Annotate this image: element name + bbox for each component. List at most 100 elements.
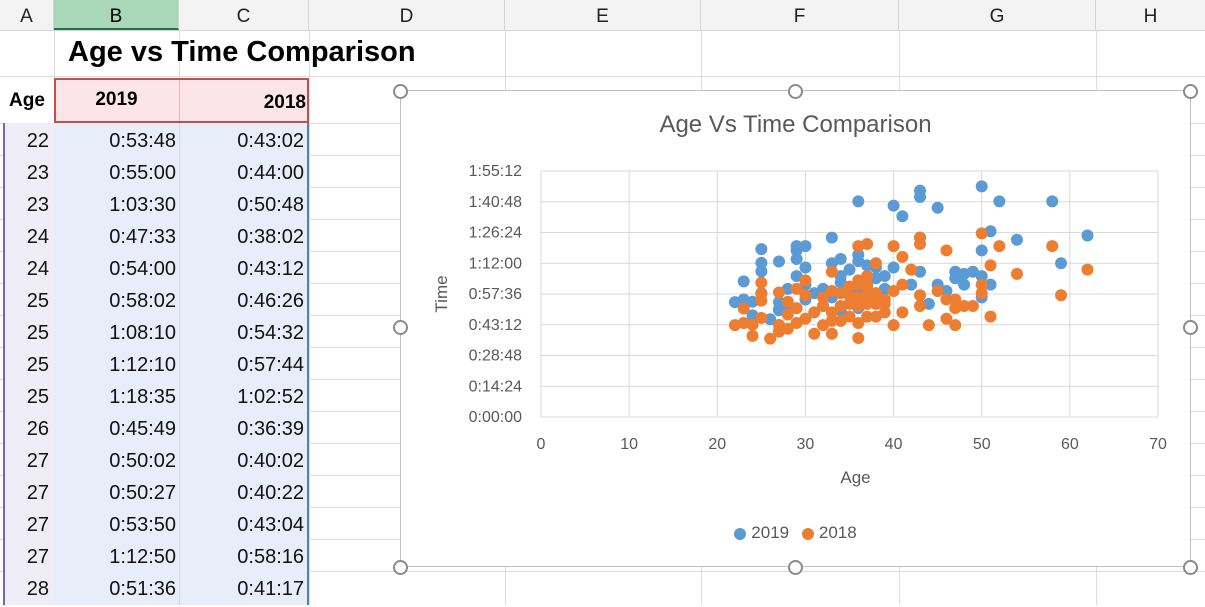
data-point-2019 (799, 261, 812, 274)
resize-handle-top-right[interactable] (1183, 84, 1198, 99)
age-cell[interactable]: 23 (26, 194, 49, 216)
x-tick-label: 60 (1061, 436, 1079, 453)
time-2019-cell[interactable]: 0:58:02 (109, 290, 176, 312)
data-point-2018 (984, 259, 997, 272)
header-2018[interactable]: 2018 (263, 92, 306, 113)
data-point-2019 (772, 255, 785, 268)
age-cell[interactable]: 27 (26, 546, 49, 568)
time-2018-cell[interactable]: 0:57:44 (237, 354, 304, 376)
resize-handle-top[interactable] (788, 84, 803, 99)
column-header-f[interactable]: F (701, 0, 899, 30)
data-point-2019 (843, 263, 856, 276)
resize-handle-bottom[interactable] (788, 560, 803, 575)
resize-handle-top-left[interactable] (393, 84, 408, 99)
data-point-2018 (808, 306, 821, 319)
legend-label-2018: 2018 (818, 523, 857, 542)
data-point-2018 (940, 293, 953, 306)
y-tick-label: 0:00:00 (469, 409, 522, 426)
age-cell[interactable]: 25 (26, 290, 49, 312)
time-2019-cell[interactable]: 1:08:10 (109, 322, 176, 344)
time-2019-cell[interactable]: 0:53:48 (109, 130, 176, 152)
scatter-chart[interactable]: Age Vs Time Comparison 0 10 20 30 40 50 60 70 0:… (400, 90, 1191, 567)
column-header-a[interactable]: A (0, 0, 54, 30)
data-point-2019 (764, 313, 777, 326)
time-2018-cell[interactable]: 0:46:26 (237, 290, 304, 312)
y-tick-label: 0:14:24 (469, 378, 522, 395)
age-cell[interactable]: 24 (26, 258, 49, 280)
time-2019-cell[interactable]: 0:53:50 (109, 514, 176, 536)
column-header-c[interactable]: C (179, 0, 309, 30)
time-2018-cell[interactable]: 0:38:02 (237, 226, 304, 248)
age-cell[interactable]: 25 (26, 322, 49, 344)
column-header-b[interactable]: B (54, 0, 179, 30)
sheet-title: Age vs Time Comparison (68, 36, 416, 68)
time-2018-cell[interactable]: 0:58:16 (237, 546, 304, 568)
age-cell[interactable]: 26 (26, 418, 49, 440)
age-cell[interactable]: 27 (26, 450, 49, 472)
data-point-2019 (975, 270, 988, 283)
column-header-e[interactable]: E (505, 0, 701, 30)
data-point-2018 (984, 310, 997, 323)
time-2019-cell[interactable]: 0:50:27 (109, 482, 176, 504)
data-point-2019 (790, 240, 803, 253)
time-2018-cell[interactable]: 0:36:39 (237, 418, 304, 440)
resize-handle-right[interactable] (1183, 320, 1198, 335)
data-point-2019 (737, 275, 750, 288)
time-2019-cell[interactable]: 1:12:10 (109, 354, 176, 376)
data-point-2018 (772, 286, 785, 299)
data-point-2019 (755, 265, 768, 278)
time-2019-cell[interactable]: 0:50:02 (109, 450, 176, 472)
age-cell[interactable]: 25 (26, 386, 49, 408)
data-point-2018 (852, 317, 865, 330)
data-point-2018 (887, 240, 900, 253)
y-tick-label: 1:12:00 (469, 255, 522, 272)
time-2018-cell[interactable]: 0:43:02 (237, 130, 304, 152)
data-point-2018 (825, 265, 838, 278)
x-tick-label: 50 (973, 436, 991, 453)
column-header-d[interactable]: D (309, 0, 505, 30)
age-cell[interactable]: 25 (26, 354, 49, 376)
time-2018-cell[interactable]: 0:40:02 (237, 450, 304, 472)
data-point-2018 (746, 318, 759, 331)
data-point-2018 (790, 282, 803, 295)
data-point-2018 (755, 311, 768, 324)
age-cell[interactable]: 28 (26, 578, 49, 600)
time-2019-cell[interactable]: 1:03:30 (109, 194, 176, 216)
age-cell[interactable]: 23 (26, 162, 49, 184)
age-cell[interactable]: 27 (26, 514, 49, 536)
time-2018-cell[interactable]: 0:43:12 (237, 258, 304, 280)
time-2018-cell[interactable]: 0:40:22 (237, 482, 304, 504)
time-2019-cell[interactable]: 0:45:49 (109, 418, 176, 440)
x-tick-label: 40 (885, 436, 903, 453)
time-2018-cell[interactable]: 0:41:17 (237, 578, 304, 600)
time-2018-cell[interactable]: 0:44:00 (237, 162, 304, 184)
data-point-2019 (914, 184, 927, 197)
age-cell[interactable]: 22 (26, 130, 49, 152)
column-header-h[interactable]: H (1143, 6, 1158, 27)
time-2018-cell[interactable]: 0:43:04 (237, 514, 304, 536)
time-2018-cell[interactable]: 0:50:48 (237, 194, 304, 216)
column-header-g[interactable]: G (899, 0, 1096, 30)
time-2019-cell[interactable]: 0:55:00 (109, 162, 176, 184)
data-point-2018 (914, 299, 927, 312)
time-2019-cell[interactable]: 1:18:35 (109, 386, 176, 408)
age-cell[interactable]: 27 (26, 482, 49, 504)
header-2019[interactable]: 2019 (95, 89, 138, 110)
x-tick-label: 30 (797, 436, 815, 453)
time-2019-cell[interactable]: 0:47:33 (109, 226, 176, 248)
time-2019-cell[interactable]: 0:54:00 (109, 258, 176, 280)
resize-handle-bottom-left[interactable] (393, 560, 408, 575)
resize-handle-bottom-right[interactable] (1183, 560, 1198, 575)
data-point-2018 (1055, 289, 1068, 302)
resize-handle-left[interactable] (393, 320, 408, 335)
time-2018-cell[interactable]: 1:02:52 (237, 386, 304, 408)
age-cell[interactable]: 24 (26, 226, 49, 248)
column-header-bar: A B C D E F G H (0, 0, 1205, 31)
time-2018-cell[interactable]: 0:54:32 (237, 322, 304, 344)
data-point-2018 (781, 295, 794, 308)
time-2019-cell[interactable]: 1:12:50 (109, 546, 176, 568)
time-2019-cell[interactable]: 0:51:36 (109, 578, 176, 600)
data-point-2019 (799, 240, 812, 253)
header-age[interactable]: Age (9, 90, 45, 111)
legend-item-2019: 2019 (734, 523, 789, 543)
